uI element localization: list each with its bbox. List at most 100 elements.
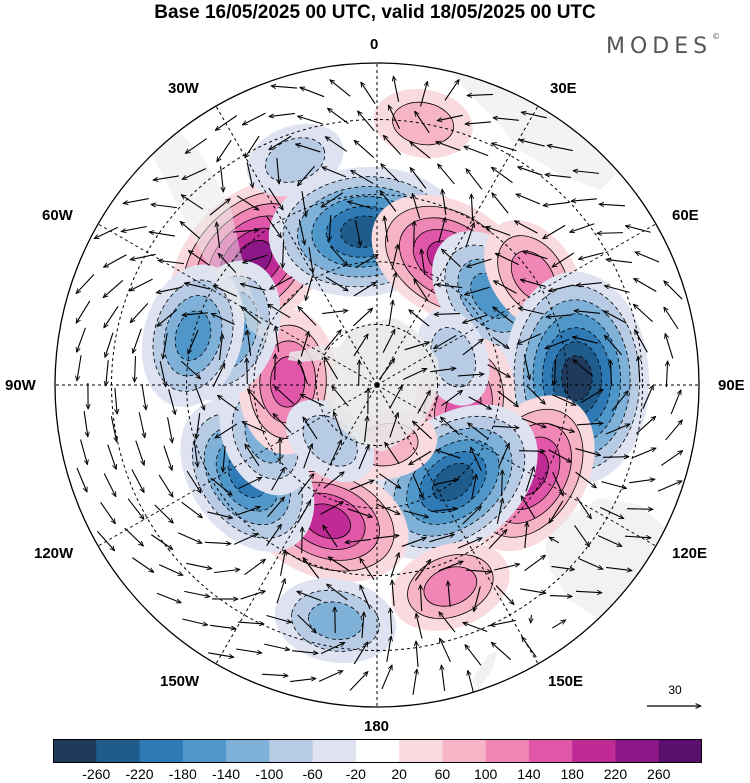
colorbar-frame bbox=[53, 739, 702, 763]
wind-vector-field bbox=[76, 76, 683, 696]
graticule bbox=[55, 63, 699, 707]
wind-arrow bbox=[524, 555, 546, 572]
wind-arrow bbox=[573, 360, 594, 377]
wind-arrow bbox=[193, 441, 198, 467]
wind-arrow bbox=[470, 447, 482, 472]
wind-arrow bbox=[184, 283, 210, 290]
colorbar-tick-label: 260 bbox=[647, 766, 671, 782]
wind-arrow bbox=[129, 278, 153, 292]
wind-arrow bbox=[360, 558, 375, 581]
wind-arrow bbox=[321, 192, 344, 207]
wind-arrow bbox=[247, 358, 248, 385]
colorbar-tick-label: -60 bbox=[302, 766, 323, 782]
wind-arrow bbox=[303, 417, 318, 440]
wind-arrow bbox=[181, 501, 203, 518]
anomaly-center-10 bbox=[246, 460, 409, 582]
wind-arrow bbox=[522, 637, 537, 658]
wind-arrow bbox=[363, 416, 368, 442]
wind-arrow bbox=[578, 252, 604, 260]
map-title: Base 16/05/2025 00 UTC, valid 18/05/2025… bbox=[154, 2, 596, 23]
wind-arrow bbox=[246, 162, 253, 187]
wind-arrow bbox=[115, 388, 117, 414]
wind-arrow bbox=[518, 167, 543, 176]
wind-arrow bbox=[578, 558, 603, 570]
wind-arrow bbox=[570, 223, 595, 232]
wind-arrow bbox=[387, 105, 401, 129]
wind-arrow bbox=[389, 413, 398, 438]
wind-arrow bbox=[141, 384, 146, 410]
wind-arrow bbox=[629, 479, 655, 484]
wind-arrow bbox=[486, 227, 511, 236]
wind-arrow bbox=[181, 195, 204, 210]
wind-arrow bbox=[130, 303, 149, 322]
lon-label-60e: 60E bbox=[672, 207, 699, 224]
wind-arrow bbox=[158, 260, 184, 265]
wind-arrow bbox=[297, 474, 314, 495]
wind-arrow bbox=[232, 230, 259, 232]
wind-arrow bbox=[300, 87, 325, 98]
wind-arrow bbox=[303, 444, 313, 469]
wind-arrow bbox=[330, 80, 351, 97]
wind-arrow bbox=[358, 111, 375, 132]
colorbar-swatch bbox=[528, 739, 573, 763]
wind-arrow bbox=[605, 424, 630, 435]
wind-arrow bbox=[409, 310, 430, 327]
wind-arrow bbox=[502, 470, 503, 497]
wind-arrow bbox=[468, 423, 489, 440]
wind-arrow bbox=[211, 478, 232, 495]
wind-arrow bbox=[439, 612, 456, 633]
wind-arrow bbox=[355, 254, 378, 269]
wind-arrow bbox=[130, 253, 156, 259]
wind-arrow bbox=[547, 145, 573, 152]
wind-arrow bbox=[279, 550, 286, 576]
wind-arrow bbox=[496, 498, 502, 524]
colorbar-tick-label: -220 bbox=[125, 766, 154, 782]
wind-arrow bbox=[491, 167, 513, 184]
wind-arrow bbox=[518, 451, 545, 452]
wind-arrow bbox=[359, 360, 360, 387]
wind-arrow bbox=[611, 391, 628, 412]
wind-arrow bbox=[491, 642, 512, 661]
wind-arrow bbox=[177, 532, 202, 544]
colorbar-swatch bbox=[399, 739, 443, 763]
wind-arrow bbox=[244, 559, 266, 576]
wind-arrow bbox=[354, 220, 360, 245]
wind-arrow bbox=[298, 360, 309, 385]
wind-arrow bbox=[233, 533, 258, 545]
wind-arrow bbox=[404, 342, 430, 351]
wind-arrow bbox=[474, 586, 481, 611]
wind-arrow bbox=[638, 356, 640, 383]
wind-arrow bbox=[441, 417, 460, 436]
wind-arrow bbox=[79, 439, 88, 464]
wind-arrow bbox=[156, 286, 182, 292]
wind-arrow bbox=[463, 314, 488, 323]
wind-arrow bbox=[242, 112, 266, 125]
wind-arrow bbox=[392, 580, 394, 607]
wind-arrow bbox=[274, 386, 294, 405]
wind-arrow bbox=[420, 585, 421, 612]
wind-arrow bbox=[349, 672, 368, 691]
wind-arrow bbox=[213, 285, 238, 297]
wind-arrow bbox=[248, 389, 265, 410]
wind-arrow bbox=[268, 304, 291, 319]
wind-arrow bbox=[243, 254, 268, 263]
wind-arrow bbox=[247, 330, 252, 356]
wind-arrow bbox=[320, 642, 345, 654]
wind-arrow bbox=[215, 115, 238, 131]
wind-arrow bbox=[297, 165, 315, 186]
wind-arrow bbox=[403, 510, 428, 518]
wind-arrow bbox=[325, 276, 348, 291]
wind-arrow bbox=[468, 670, 475, 696]
wind-arrow bbox=[328, 108, 349, 125]
wind-arrow bbox=[494, 281, 517, 294]
wind-arrow bbox=[390, 608, 391, 635]
colorbar-tick-label: 220 bbox=[603, 766, 628, 782]
wind-arrow bbox=[666, 361, 667, 388]
wind-arrow bbox=[353, 308, 372, 327]
wind-arrow bbox=[551, 565, 574, 569]
wind-arrow bbox=[552, 471, 564, 496]
wind-arrow bbox=[664, 307, 679, 330]
wind-arrow bbox=[322, 167, 347, 178]
wind-arrow bbox=[444, 80, 459, 101]
anomaly-contour bbox=[270, 356, 306, 408]
